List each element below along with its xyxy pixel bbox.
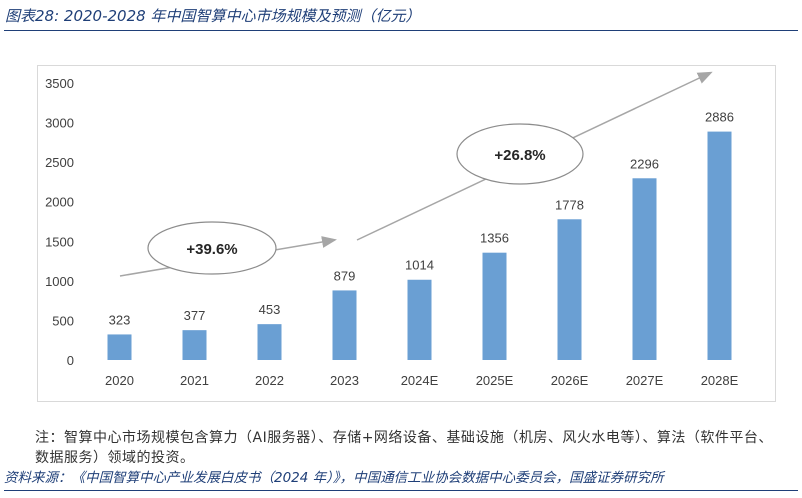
x-tick-label: 2026E [551,373,589,388]
x-axis: 2020 2021 2022 2023 2024E 2025E 2026E 2027E 2028… [105,373,739,388]
bar [707,131,732,360]
bar [182,330,207,360]
x-tick-label: 2024E [401,373,439,388]
data-label: 1778 [555,197,584,212]
figure-title: 图表28: 2020-2028 年中国智算中心市场规模及预测（亿元） [5,7,421,25]
data-label: 1356 [480,231,509,246]
title-divider [4,30,798,31]
y-tick-label: 3500 [45,76,74,91]
bar [557,219,582,360]
growth-label: +26.8% [494,147,545,164]
x-tick-label: 2025E [476,373,514,388]
growth-label: +39.6% [186,241,237,258]
y-tick-label: 1500 [45,234,74,249]
growth-ellipse [147,221,277,275]
bar [482,252,507,360]
bars [107,131,732,360]
x-tick-label: 2027E [626,373,664,388]
source-line: 资料来源：《中国智算中心产业发展白皮书（2024 年）》，中国通信工业协会数据中… [4,470,664,486]
y-tick-label: 2000 [45,195,74,210]
growth-ellipse [456,123,584,185]
y-axis: 0 500 1000 1500 2000 2500 3000 3500 [45,76,74,368]
x-tick-label: 2021 [180,373,209,388]
y-tick-label: 500 [52,313,74,328]
y-tick-label: 2500 [45,155,74,170]
bar [632,178,657,360]
y-tick-label: 0 [67,353,74,368]
x-tick-label: 2028E [701,373,739,388]
x-tick-label: 2020 [105,373,134,388]
data-label: 1014 [405,258,434,273]
data-label: 453 [259,302,281,317]
bar [407,279,432,360]
value-labels: 323 377 453 879 1014 1356 1778 2296 2886 [109,110,734,328]
bar [332,290,357,360]
growth-annotations: +39.6% +26.8% [119,71,713,277]
x-tick-label: 2023 [330,373,359,388]
source-divider [4,490,798,491]
bar [107,334,132,360]
data-label: 323 [109,312,131,327]
data-label: 879 [334,268,356,283]
y-tick-label: 3000 [45,116,74,131]
chart-note: 注：智算中心市场规模包含算力（AI服务器）、存储+网络设备、基础设施（机房、风火… [35,430,773,466]
x-tick-label: 2022 [255,373,284,388]
data-label: 2886 [705,110,734,125]
y-tick-label: 1000 [45,274,74,289]
bar [257,324,282,360]
data-label: 2296 [630,156,659,171]
data-label: 377 [184,308,206,323]
